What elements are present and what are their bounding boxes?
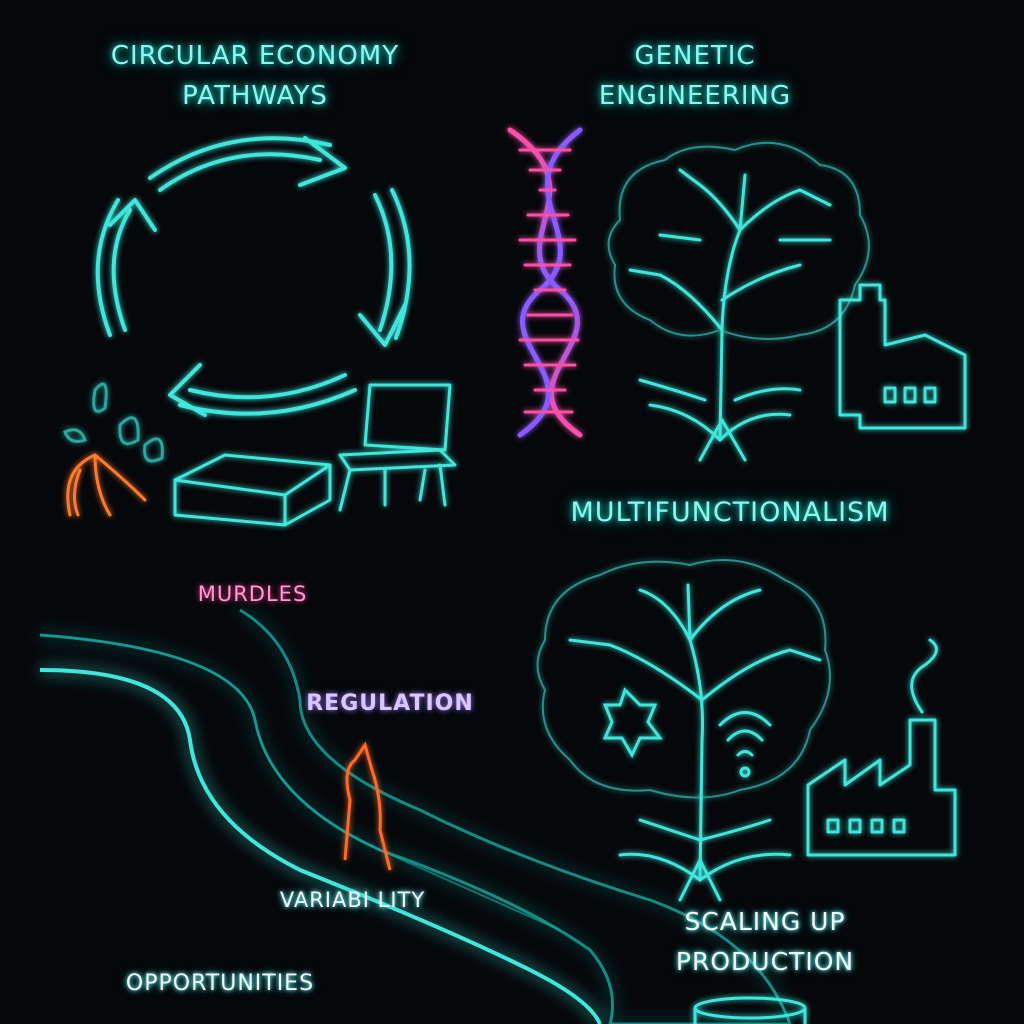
wifi-icon [718,711,772,778]
box-icon [173,453,332,527]
tree-icon [536,559,831,902]
flame-icon [343,741,392,871]
road-icon [39,608,792,1024]
factory-icon [806,638,957,857]
cycle-arrows-icon [95,136,412,417]
factory-icon [838,283,967,430]
label-murdles: MURDLES [197,582,308,606]
banana-peel-icon [66,453,147,517]
dna-icon [507,127,583,438]
tree-icon [607,141,870,462]
leaves-icon [63,382,164,463]
chair-icon [338,383,457,512]
label-genetic-engineering: GENETIC ENGINEERING [598,41,792,111]
label-opportunities: OPPORTUNITIES [125,971,315,996]
label-circular-economy: CIRCULAR ECONOMY PATHWAYS [110,41,400,111]
medical-cross-icon [602,687,663,759]
label-variability: VARIABI LITY [279,888,426,912]
label-regulation: REGULATION [306,691,474,716]
label-multifunctionalism: MULTIFUNCTIONALISM [570,497,890,528]
label-scaling-up-production: SCALING UP PRODUCTION [675,907,855,976]
container-icon [693,996,807,1024]
